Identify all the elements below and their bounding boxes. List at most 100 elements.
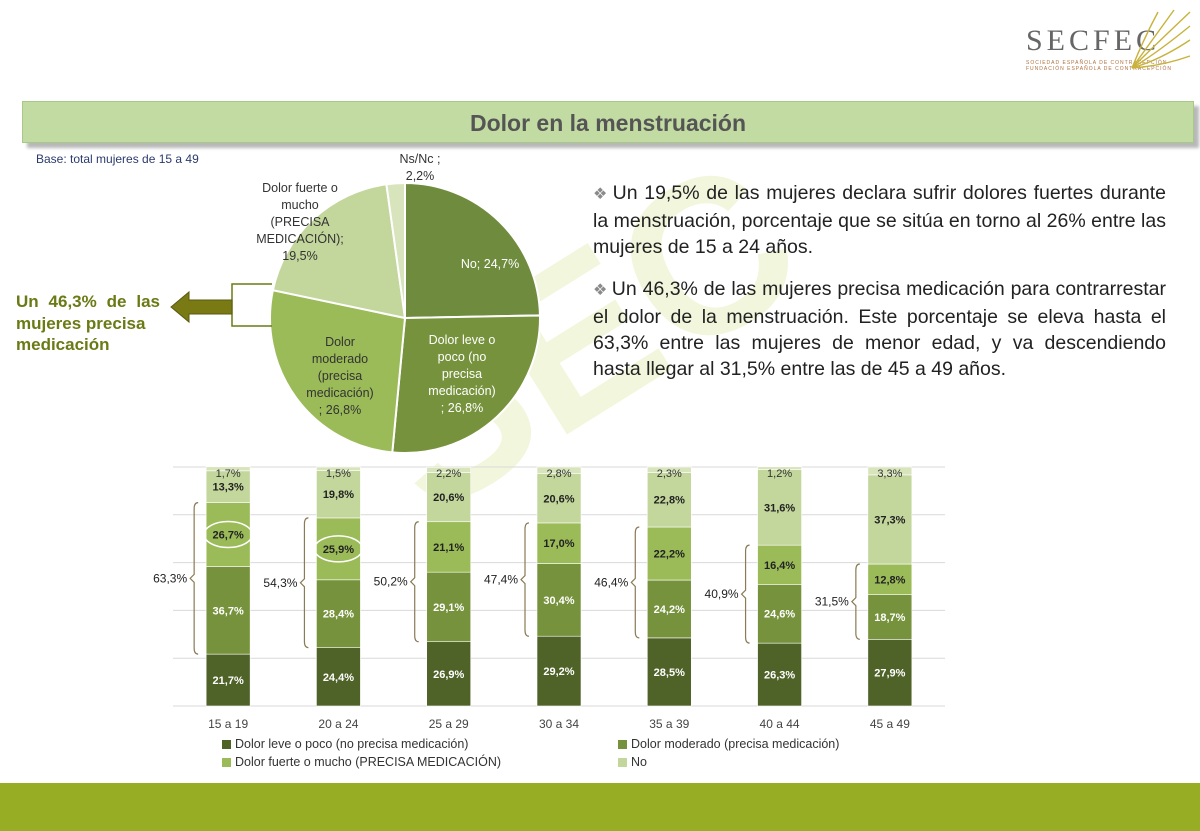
category-label: 25 a 29: [429, 717, 469, 731]
brace: [740, 544, 750, 644]
legend-label: No: [631, 755, 647, 769]
bar-value-label: 26,7%: [213, 530, 244, 542]
legend-item-leve: Dolor leve o poco (no precisa medicación…: [222, 737, 468, 751]
bar-value-label: 24,2%: [654, 604, 685, 616]
bar-segment: [316, 466, 361, 471]
bar-segment: [757, 642, 802, 707]
bar-segment: [646, 466, 692, 473]
bar-value-label: 20,6%: [433, 492, 464, 504]
bar-segment: [316, 579, 361, 648]
brace: [520, 522, 530, 637]
footer-band: [0, 783, 1200, 831]
page-title: Dolor en la menstruación: [469, 110, 747, 136]
logo-subtitle-2: FUNDACIÓN ESPAÑOLA DE CONTRACEPCIÓN: [1026, 66, 1173, 72]
bar-value-label: 30,4%: [543, 595, 574, 607]
brace: [851, 563, 860, 640]
bar-segment: [867, 594, 913, 640]
diamond-bullet-icon: ❖: [593, 282, 608, 299]
bullet-text: Un 19,5% de las mujeres declara sufrir d…: [593, 182, 1167, 258]
bar-value-label: 37,3%: [874, 514, 905, 526]
pie-slice: [269, 289, 407, 454]
medication-total-label: 63,3%: [153, 571, 187, 585]
pie-slice-label: Dolor fuerte o mucho (PRECISA MEDICACIÓN); 1…: [256, 181, 344, 263]
bar-value-label: 31,6%: [764, 502, 795, 514]
bar-value-label: 29,1%: [433, 602, 464, 614]
bar-value-label: 21,7%: [213, 675, 244, 687]
bar-value-label: 26,3%: [764, 670, 795, 682]
bar-segment: [426, 641, 472, 707]
bar-segment: [536, 563, 582, 637]
legend-swatch: [618, 740, 627, 750]
pie-slice-label: Dolor leve o poco (no precisa medicación); …: [428, 333, 495, 415]
secfec-logo: SECFEC SOCIEDAD ESPAÑOLA DE CONTRACEPCIÓ…: [1022, 8, 1192, 74]
medication-total-label: 47,4%: [484, 573, 518, 587]
brace: [409, 521, 419, 643]
bar-segment: [536, 522, 582, 564]
legend-label: Dolor fuerte o mucho (PRECISA MEDICACIÓN…: [235, 755, 502, 769]
bar-value-label: 1,5%: [326, 468, 351, 480]
bar-value-label: 2,3%: [657, 468, 682, 480]
bar-value-label: 19,8%: [323, 489, 354, 501]
bar-value-label: 22,8%: [654, 495, 685, 507]
bar-value-label: 17,0%: [543, 538, 574, 550]
bar-value-label: 20,6%: [543, 493, 574, 505]
category-label: 35 a 39: [649, 717, 689, 731]
callout-text: Un 46,3% de las mujeres precisa: [16, 292, 160, 333]
bar-segment: [867, 639, 913, 707]
legend-label: Dolor moderado (precisa medicación): [631, 737, 840, 751]
legend-item-no: No: [618, 755, 647, 769]
bar-value-label: 1,7%: [216, 468, 241, 480]
diamond-bullet-icon: ❖: [593, 186, 609, 203]
bar-value-label: 25,9%: [323, 544, 354, 556]
base-note: Base: total mujeres de 15 a 49: [36, 152, 199, 166]
logo-subtitle: SOCIEDAD ESPAÑOLA DE CONTRACEPCIÓN FUNDA…: [1026, 60, 1172, 72]
bar-value-label: 22,2%: [654, 549, 685, 561]
bar-segment: [205, 466, 251, 472]
bar-segment: [867, 563, 913, 595]
bar-value-label: 12,8%: [874, 574, 905, 586]
legend-swatch: [222, 758, 231, 768]
pie-chart: No; 24,7% Dolor leve o poco (no precisa medi…: [256, 152, 541, 454]
brace: [299, 517, 309, 649]
pie-slice: [271, 183, 407, 320]
bar-value-label: 29,2%: [543, 666, 574, 678]
bar-segment: [757, 469, 802, 546]
medication-bracket: [170, 283, 272, 327]
bar-value-label: 2,8%: [546, 468, 571, 480]
bar-segment: [646, 526, 692, 581]
bar-segment: [757, 584, 802, 644]
bar-segment: [205, 470, 251, 503]
legend-item-fuerte: Dolor fuerte o mucho (PRECISA MEDICACIÓN…: [222, 755, 501, 769]
highlight-circle: [203, 520, 253, 549]
bar-value-label: 2,2%: [436, 468, 461, 480]
bar-segment: [646, 579, 692, 639]
medication-total-label: 31,5%: [815, 595, 849, 609]
logo-text: SECFEC: [1026, 24, 1161, 57]
medication-total-label: 50,2%: [374, 575, 408, 589]
bar-value-label: 24,6%: [764, 609, 795, 621]
bar-value-label: 18,7%: [874, 612, 905, 624]
category-label: 45 a 49: [870, 717, 910, 731]
pie-slice: [404, 181, 541, 320]
bar-segment: [426, 521, 472, 573]
category-label: 40 a 44: [760, 717, 800, 731]
bar-segment: [316, 647, 361, 707]
bar-segment: [867, 474, 913, 565]
bar-value-label: 21,1%: [433, 542, 464, 554]
category-label: 20 a 24: [318, 717, 358, 731]
bar-segment: [867, 466, 913, 476]
bullet-text: Un 46,3% de las mujeres precisa medicaci…: [593, 278, 1166, 380]
category-label: 30 a 34: [539, 717, 579, 731]
bar-segment: [205, 653, 251, 707]
bar-segment: [426, 571, 472, 643]
bar-value-label: 36,7%: [213, 605, 244, 617]
category-label: 15 a 19: [208, 717, 248, 731]
bullet-item: ❖ Un 46,3% de las mujeres precisa medicac…: [593, 276, 1166, 382]
highlight-circle: [313, 535, 364, 563]
legend-item-moderado: Dolor moderado (precisa medicación): [618, 737, 839, 751]
pie-slice-label: No; 24,7%: [461, 257, 519, 271]
bar-segment: [536, 466, 582, 474]
bar-value-label: 24,4%: [323, 672, 354, 684]
bar-value-label: 28,5%: [654, 667, 685, 679]
